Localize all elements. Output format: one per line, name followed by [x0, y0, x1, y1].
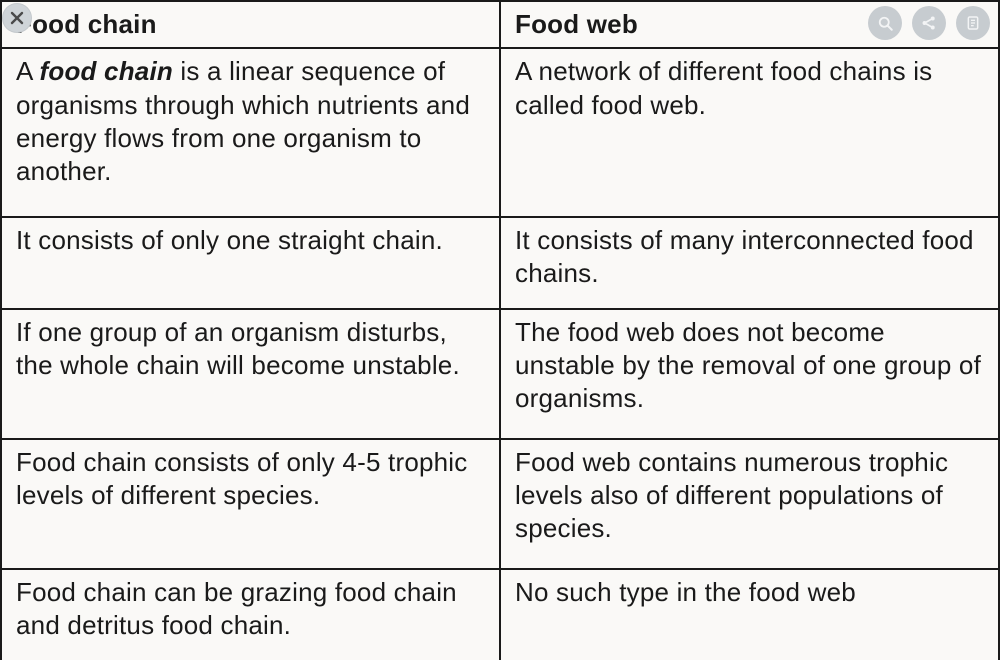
- cell-right: No such type in the food web: [500, 569, 999, 660]
- table-row: A food chain is a linear sequence of org…: [1, 48, 999, 216]
- table-row: Food chain can be grazing food chain and…: [1, 569, 999, 660]
- cell-left: If one group of an organism disturbs, th…: [1, 309, 500, 439]
- cell-left: It consists of only one straight chain.: [1, 217, 500, 309]
- cell-food-web-definition: A network of different food chains is ca…: [500, 48, 999, 216]
- bookmark-icon[interactable]: [956, 6, 990, 40]
- cell-left: Food chain consists of only 4-5 trophic …: [1, 439, 500, 569]
- search-lens-icon[interactable]: [868, 6, 902, 40]
- term-food-chain: food chain: [40, 56, 173, 86]
- share-icon[interactable]: [912, 6, 946, 40]
- table-row: It consists of only one straight chain. …: [1, 217, 999, 309]
- cell-right: The food web does not become unstable by…: [500, 309, 999, 439]
- text-prefix: A: [16, 56, 40, 86]
- cell-left: Food chain can be grazing food chain and…: [1, 569, 500, 660]
- table-row: Food chain consists of only 4-5 trophic …: [1, 439, 999, 569]
- cell-right: Food web contains numerous trophic level…: [500, 439, 999, 569]
- table-header-row: Food chain Food web: [1, 1, 999, 48]
- close-icon[interactable]: [2, 3, 32, 33]
- column-header-food-chain: Food chain: [1, 1, 500, 48]
- top-actions: [868, 6, 990, 40]
- comparison-table: Food chain Food web A food chain is a li…: [0, 0, 1000, 660]
- cell-right: It consists of many interconnected food …: [500, 217, 999, 309]
- table-row: If one group of an organism disturbs, th…: [1, 309, 999, 439]
- page-container: { "table": { "border_color": "#1a1a1a", …: [0, 0, 1000, 660]
- cell-food-chain-definition: A food chain is a linear sequence of org…: [1, 48, 500, 216]
